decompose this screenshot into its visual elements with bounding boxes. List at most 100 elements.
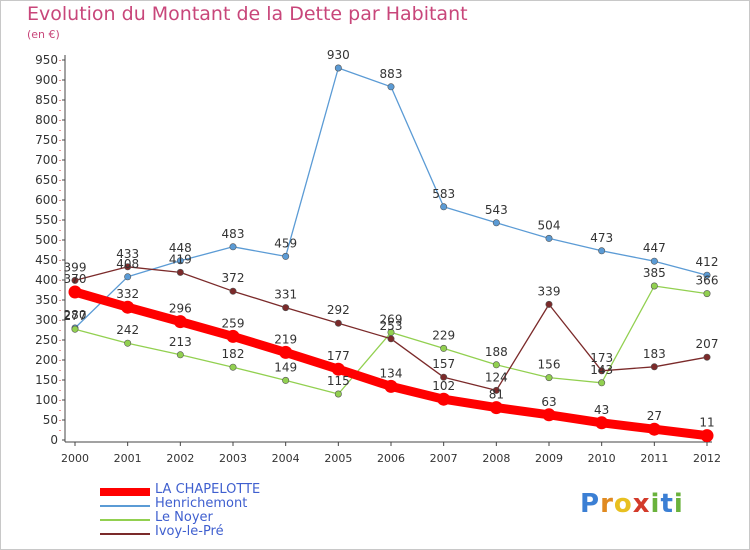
logo-letter: i: [673, 489, 684, 519]
data-point: [331, 362, 345, 376]
legend-label: Ivoy-le-Pré: [155, 524, 224, 539]
data-label: 331: [274, 288, 297, 302]
y-tick-label: 450: [35, 253, 58, 267]
data-label: 459: [274, 236, 297, 250]
data-label: 183: [643, 347, 666, 361]
data-point: [598, 367, 606, 375]
data-point: [437, 392, 451, 406]
data-point: [545, 374, 553, 382]
data-label: 177: [327, 349, 350, 363]
data-label: 370: [64, 272, 87, 286]
data-point: [229, 287, 237, 295]
y-tick-label: 50: [43, 413, 58, 427]
y-tick-label: 750: [35, 133, 58, 147]
legend-item: Ivoy-le-Pré: [100, 524, 420, 542]
data-point: [650, 257, 658, 265]
data-point: [545, 300, 553, 308]
y-tick-label: 850: [35, 93, 58, 107]
data-point: [124, 273, 132, 281]
data-label: 280: [64, 308, 87, 322]
data-label: 339: [538, 284, 561, 298]
data-label: 253: [380, 319, 403, 333]
data-point: [173, 315, 187, 329]
data-label: 43: [594, 403, 609, 417]
data-label: 11: [699, 416, 714, 430]
data-point: [492, 219, 500, 227]
data-label: 229: [432, 328, 455, 342]
y-tick-label: 100: [35, 393, 58, 407]
logo-letter: P: [580, 489, 601, 519]
y-tick-label: 800: [35, 113, 58, 127]
data-point: [282, 252, 290, 260]
legend-item: Le Noyer: [100, 510, 420, 528]
data-label: 277: [64, 309, 87, 323]
y-tick-label: 700: [35, 153, 58, 167]
data-point: [176, 257, 184, 265]
data-label: 332: [116, 287, 139, 301]
data-point: [440, 203, 448, 211]
data-label: 157: [432, 357, 455, 371]
data-point: [598, 247, 606, 255]
data-label: 583: [432, 187, 455, 201]
legend-item: Henrichemont: [100, 496, 420, 514]
y-tick-label: 250: [35, 333, 58, 347]
data-label: 269: [380, 312, 403, 326]
data-label: 419: [169, 252, 192, 266]
y-tick-label: 950: [35, 53, 58, 67]
x-tick-label: 2000: [61, 452, 89, 465]
y-tick-label: 300: [35, 313, 58, 327]
data-point: [703, 290, 711, 298]
y-tick-label: 600: [35, 193, 58, 207]
data-label: 504: [538, 218, 561, 232]
data-point: [229, 363, 237, 371]
data-point: [229, 243, 237, 251]
data-point: [384, 379, 398, 393]
data-label: 412: [696, 255, 719, 269]
logo-letter: x: [632, 489, 651, 519]
x-tick-label: 2008: [482, 452, 510, 465]
data-label: 173: [590, 351, 613, 365]
data-label: 156: [538, 358, 561, 372]
data-point: [647, 422, 661, 436]
logo-letter: i: [650, 489, 661, 519]
y-tick-label: 200: [35, 353, 58, 367]
data-label: 207: [696, 337, 719, 351]
data-label: 27: [647, 409, 662, 423]
data-point: [334, 390, 342, 398]
data-point: [334, 319, 342, 327]
y-tick-label: 350: [35, 293, 58, 307]
data-label: 124: [485, 370, 508, 384]
legend-item: LA CHAPELOTTE: [100, 482, 420, 500]
data-point: [650, 363, 658, 371]
data-label: 366: [696, 274, 719, 288]
x-tick-label: 2001: [114, 452, 142, 465]
data-label: 188: [485, 345, 508, 359]
legend-swatch: [100, 488, 150, 496]
legend-label: Le Noyer: [155, 510, 213, 525]
data-point: [176, 268, 184, 276]
data-label: 447: [643, 241, 666, 255]
data-point: [545, 234, 553, 242]
data-label: 259: [222, 316, 245, 330]
data-label: 883: [380, 67, 403, 81]
y-tick-label: 550: [35, 213, 58, 227]
data-point: [334, 64, 342, 72]
data-label: 102: [432, 379, 455, 393]
x-tick-label: 2005: [324, 452, 352, 465]
data-label: 296: [169, 302, 192, 316]
data-label: 473: [590, 231, 613, 245]
data-label: 433: [116, 247, 139, 261]
data-point: [489, 401, 503, 415]
series-line-Henrichemont: [74, 67, 708, 329]
data-label: 483: [222, 227, 245, 241]
data-label: 115: [327, 374, 350, 388]
data-point: [71, 325, 79, 333]
y-tick-label: 150: [35, 373, 58, 387]
data-label: 399: [64, 260, 87, 274]
data-point: [542, 408, 556, 422]
x-tick-label: 2012: [693, 452, 721, 465]
y-tick-label: 0: [50, 433, 58, 447]
data-point: [68, 285, 82, 299]
x-tick-label: 2007: [430, 452, 458, 465]
